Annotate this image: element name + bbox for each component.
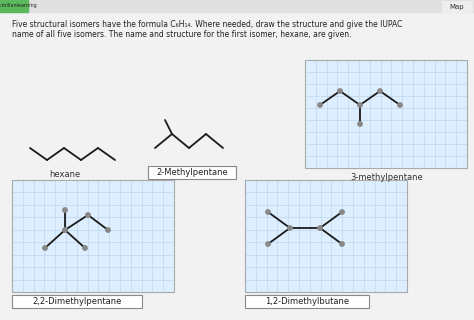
Text: name of all five isomers. The name and structure for the first isomer, hexane, a: name of all five isomers. The name and s…	[12, 30, 352, 39]
Text: macmillanlearning: macmillanlearning	[0, 4, 37, 9]
Text: 2-Methylpentane: 2-Methylpentane	[156, 168, 228, 177]
Bar	[245, 180, 407, 292]
Bar	[12, 180, 174, 292]
Circle shape	[318, 226, 322, 230]
Circle shape	[318, 103, 322, 107]
Bar	[305, 60, 467, 168]
Circle shape	[63, 228, 67, 232]
Circle shape	[266, 242, 270, 246]
Bar	[245, 295, 369, 308]
Circle shape	[398, 103, 402, 107]
Circle shape	[340, 210, 344, 214]
Circle shape	[338, 89, 342, 93]
Circle shape	[86, 213, 90, 217]
Bar	[0, 0, 474, 12]
Text: hexane: hexane	[49, 170, 81, 179]
Circle shape	[83, 246, 87, 250]
Circle shape	[358, 103, 362, 107]
Text: 2,2-Dimethylpentane: 2,2-Dimethylpentane	[32, 297, 122, 306]
Circle shape	[106, 228, 110, 232]
Bar	[305, 60, 467, 168]
Bar	[0, 0, 28, 12]
Bar	[442, 1, 472, 12]
Circle shape	[266, 210, 270, 214]
Circle shape	[340, 242, 344, 246]
Circle shape	[288, 226, 292, 230]
Bar	[148, 166, 236, 179]
Bar	[12, 180, 174, 292]
Circle shape	[63, 208, 67, 212]
Bar	[245, 180, 407, 292]
Text: Five structural isomers have the formula C₆H₁₄. Where needed, draw the structure: Five structural isomers have the formula…	[12, 20, 402, 29]
Text: Map: Map	[450, 4, 465, 10]
Bar	[12, 295, 142, 308]
Circle shape	[378, 89, 382, 93]
Text: 1,2-Dimethylbutane: 1,2-Dimethylbutane	[265, 297, 349, 306]
Circle shape	[43, 246, 47, 250]
Circle shape	[358, 122, 362, 126]
Text: 3-methylpentane: 3-methylpentane	[351, 173, 423, 182]
